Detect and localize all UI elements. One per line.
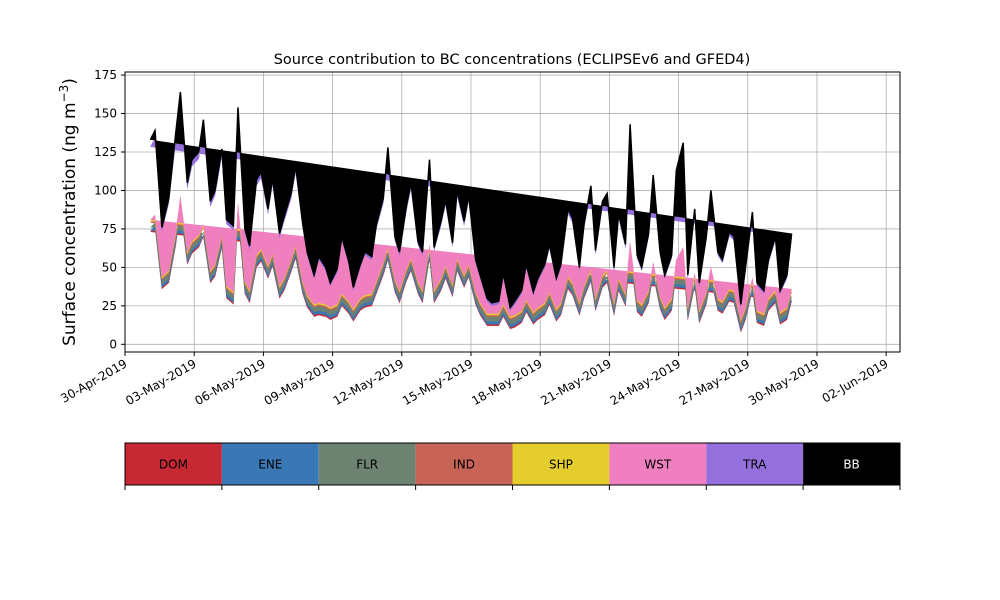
legend-label-bb: BB bbox=[843, 458, 859, 472]
legend-label-ene: ENE bbox=[258, 458, 282, 472]
y-axis-label-close: ) bbox=[60, 78, 80, 85]
y-tick-label: 0 bbox=[109, 337, 117, 351]
legend-swatch-ind bbox=[415, 443, 513, 485]
legend-label-tra: TRA bbox=[742, 458, 767, 472]
legend-swatch-ene bbox=[221, 443, 319, 485]
y-tick-label: 175 bbox=[94, 68, 117, 82]
legend-label-ind: IND bbox=[453, 458, 475, 472]
y-tick-label: 25 bbox=[102, 299, 117, 313]
y-tick-label: 75 bbox=[102, 222, 117, 236]
chart-title: Source contribution to BC concentrations… bbox=[274, 52, 751, 68]
legend-swatch-tra bbox=[706, 443, 804, 485]
legend-swatch-shp bbox=[512, 443, 610, 485]
y-tick-label: 100 bbox=[94, 183, 117, 197]
area-bb bbox=[149, 91, 793, 310]
y-tick-label: 150 bbox=[94, 107, 117, 121]
legend: DOM ENE FLR IND SHP WST TRA BB bbox=[124, 442, 901, 490]
legend-swatch-wst bbox=[609, 443, 707, 485]
legend-label-wst: WST bbox=[644, 458, 671, 472]
y-axis-label-exponent: −3 bbox=[57, 85, 71, 103]
legend-swatch-flr bbox=[318, 443, 416, 485]
y-tick-label: 50 bbox=[102, 260, 117, 274]
legend-swatch-dom bbox=[125, 443, 222, 485]
stacked-areas bbox=[149, 91, 793, 333]
y-tick-label: 125 bbox=[94, 145, 117, 159]
legend-label-shp: SHP bbox=[549, 458, 573, 472]
y-axis-label-main: Surface concentration (ng m bbox=[60, 102, 80, 345]
legend-label-flr: FLR bbox=[356, 458, 378, 472]
legend-label-dom: DOM bbox=[159, 458, 188, 472]
plot-frame bbox=[124, 71, 901, 353]
legend-swatch-bb bbox=[803, 443, 900, 485]
y-axis-label: Surface concentration (ng m−3) bbox=[57, 78, 80, 346]
area-wst bbox=[150, 196, 792, 321]
